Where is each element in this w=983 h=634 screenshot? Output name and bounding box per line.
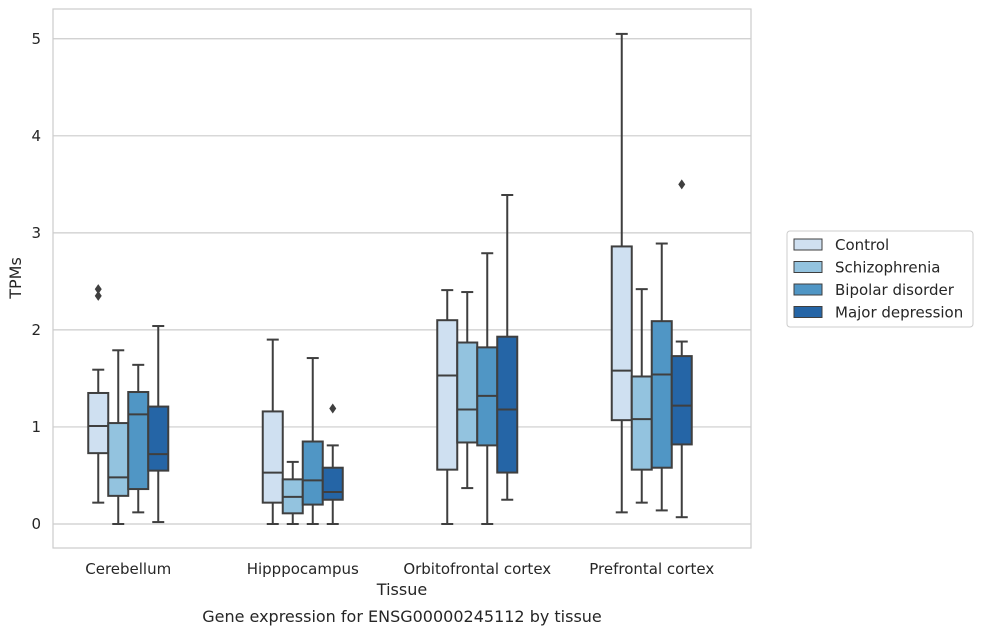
box-group [261, 338, 284, 525]
box [107, 422, 130, 497]
legend-swatch [793, 306, 823, 318]
box [456, 341, 479, 444]
box-group [476, 252, 499, 525]
box [127, 391, 150, 491]
gridlines [53, 38, 751, 525]
box-group [321, 403, 344, 525]
y-tick-label: 4 [31, 127, 41, 145]
legend-label: Major depression [835, 304, 963, 322]
box-group [87, 284, 110, 504]
box-group [670, 179, 693, 519]
legend-frame [786, 230, 974, 328]
x-tick-label: Cerebellum [85, 560, 171, 578]
box [610, 245, 633, 422]
y-tick-label: 1 [31, 418, 41, 436]
x-tick-labels: Cerebellum Hipppocampus Orbitofrontal cort… [85, 560, 714, 578]
box [670, 355, 693, 446]
boxes [87, 32, 693, 525]
y-tick-label: 3 [31, 224, 41, 242]
x-tick-label: Orbitofrontal cortex [403, 560, 551, 578]
outlier-point [94, 284, 102, 295]
box-group [436, 289, 459, 525]
y-tick-label: 2 [31, 321, 41, 339]
box-group [147, 325, 170, 524]
x-axis-title: Tissue [376, 580, 427, 599]
box [147, 405, 170, 472]
figure-caption: Gene expression for ENSG00000245112 by t… [202, 607, 602, 626]
box-group [650, 242, 673, 512]
box-group [496, 194, 519, 501]
box [261, 410, 284, 504]
box [301, 440, 324, 506]
y-tick-label: 0 [31, 515, 41, 533]
box [87, 391, 110, 455]
y-axis-title: TPMs [6, 257, 25, 300]
outlier-point [678, 179, 686, 190]
plot-area-frame [52, 8, 752, 549]
y-tick-label: 5 [31, 30, 41, 48]
legend: Control Schizophrenia Bipolar disorder Majo… [786, 230, 974, 328]
box [650, 320, 673, 469]
outlier-point [94, 290, 102, 301]
x-tick-label: Hipppocampus [247, 560, 359, 578]
box-group [107, 349, 130, 525]
box [630, 375, 653, 471]
box [321, 466, 344, 501]
legend-label: Bipolar disorder [835, 281, 955, 299]
box [496, 335, 519, 474]
outlier-point [329, 403, 337, 414]
box-group [301, 357, 324, 525]
legend-swatch [793, 238, 823, 251]
x-tick-label: Prefrontal cortex [589, 560, 714, 578]
legend-swatch [793, 261, 823, 273]
legend-swatch [793, 283, 823, 296]
box-group [127, 363, 150, 514]
box [436, 319, 459, 471]
box-group [456, 291, 479, 490]
legend-label: Schizophrenia [835, 259, 940, 277]
box-group [610, 32, 633, 514]
legend-label: Control [835, 236, 889, 254]
box-group [630, 288, 653, 504]
box-group [281, 460, 304, 525]
y-tick-labels: 0 1 2 3 4 5 [31, 30, 41, 533]
